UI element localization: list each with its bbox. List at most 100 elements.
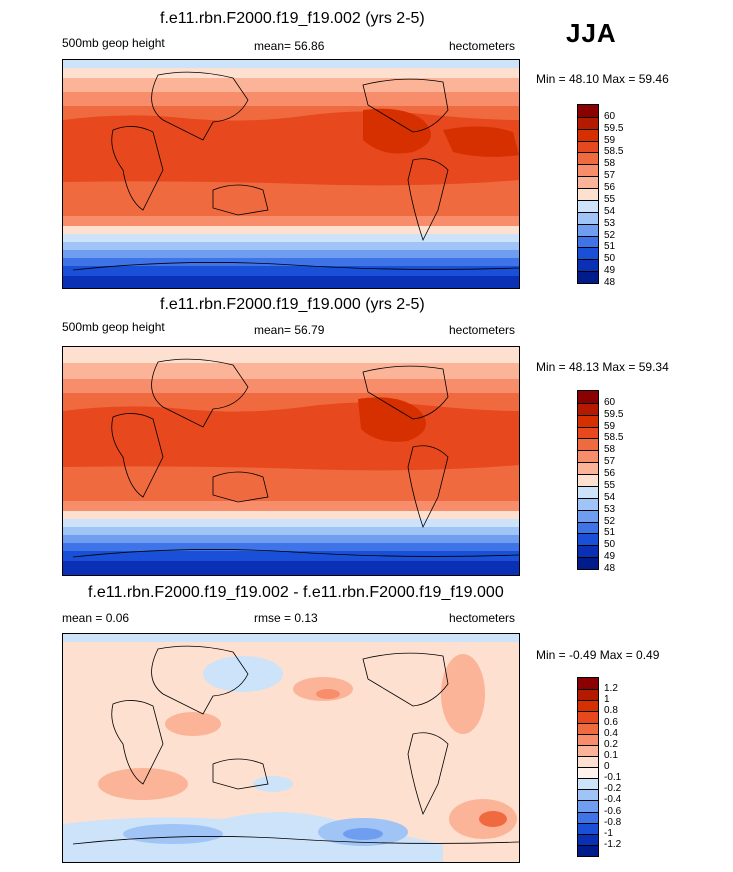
colorbar-swatch <box>578 497 598 510</box>
colorbar-swatch <box>578 485 598 498</box>
colorbar-swatch <box>578 733 598 745</box>
colorbar-tick-label: 48 <box>604 277 616 288</box>
colorbar-tick-label: 50 <box>604 539 616 551</box>
colorbar-tick-label: 60 <box>604 110 616 122</box>
colorbar-tick-label: 54 <box>604 491 616 503</box>
panel-2-minmax: Min = 48.13 Max = 59.34 <box>536 360 669 374</box>
colorbar-tick-label: 0.4 <box>604 727 618 739</box>
colorbar-swatch <box>578 259 598 272</box>
colorbar-swatch <box>578 438 598 451</box>
colorbar-swatch <box>578 822 598 834</box>
colorbar-swatch <box>578 755 598 767</box>
colorbar-tick-label: -0.1 <box>604 772 622 784</box>
colorbar-swatch <box>578 744 598 756</box>
colorbar-tick-label: 51 <box>604 241 616 253</box>
colorbar-swatch <box>578 833 598 845</box>
panel-1-variable-label: 500mb geop height <box>62 36 165 50</box>
panel-3-map <box>62 633 520 863</box>
colorbar-swatch <box>578 426 598 439</box>
panel-1-mean: mean= 56.86 <box>254 39 325 53</box>
colorbar-tick-label: 59.5 <box>604 122 624 134</box>
colorbar-swatch <box>578 778 598 790</box>
panel-1-title: f.e11.rbn.F2000.f19_f19.002 (yrs 2-5) <box>160 10 425 27</box>
colorbar-swatch <box>578 545 598 558</box>
colorbar-swatch <box>578 402 598 415</box>
panel-2-units: hectometers <box>449 323 516 337</box>
colorbar-swatch <box>578 247 598 260</box>
colorbar-tick-label: 56 <box>604 182 616 194</box>
colorbar-swatch <box>578 116 598 129</box>
colorbar-tick-label: -0.2 <box>604 783 622 795</box>
colorbar-swatch <box>578 462 598 475</box>
colorbar-tick-label: 57 <box>604 456 616 468</box>
colorbar-swatch <box>578 223 598 236</box>
panel-2-colorbar: 60 59.5 59 58.5 58 57 56 55 54 53 52 51 50 49 48 <box>577 390 623 574</box>
colorbar-swatch <box>578 188 598 200</box>
colorbar-tick-label: 55 <box>604 193 616 205</box>
colorbar-swatch <box>578 152 598 165</box>
colorbar-tick-label: 0.2 <box>604 738 618 750</box>
colorbar-swatch <box>578 678 598 690</box>
colorbar-tick-label: 0 <box>604 761 610 772</box>
colorbar-swatch <box>578 211 598 224</box>
colorbar-tick-label: 58.5 <box>604 432 624 444</box>
colorbar-tick-label: 49 <box>604 265 616 277</box>
colorbar-tick-label: 0.6 <box>604 716 618 728</box>
colorbar-swatch <box>578 509 598 522</box>
panel-2-mean: mean= 56.79 <box>254 323 325 337</box>
colorbar-tick-label: 0.1 <box>604 749 618 761</box>
colorbar-tick-label: 59 <box>604 134 616 146</box>
colorbar-swatch <box>578 722 598 734</box>
colorbar-swatch <box>578 700 598 712</box>
colorbar-swatch <box>578 521 598 534</box>
colorbar-swatch <box>578 105 598 117</box>
panel-3-title: f.e11.rbn.F2000.f19_f19.002 - f.e11.rbn.… <box>88 584 504 601</box>
colorbar-tick-label: 52 <box>604 515 616 527</box>
panel-2-title: f.e11.rbn.F2000.f19_f19.000 (yrs 2-5) <box>160 296 425 313</box>
colorbar-swatch <box>578 711 598 723</box>
colorbar-tick-label: -0.6 <box>604 805 622 817</box>
colorbar-tick-label: -0.8 <box>604 816 622 828</box>
colorbar-tick-label: 1.2 <box>604 683 618 695</box>
panel-3-minmax: Min = -0.49 Max = 0.49 <box>536 648 660 662</box>
colorbar-swatch <box>578 557 598 569</box>
colorbar-tick-label: 58 <box>604 444 616 456</box>
panel-3-rmse: rmse = 0.13 <box>254 611 318 625</box>
colorbar-tick-label: 58.5 <box>604 146 624 158</box>
panel-3-mean: mean = 0.06 <box>62 611 130 625</box>
colorbar-swatch <box>578 474 598 486</box>
panel-2-map <box>62 346 520 576</box>
colorbar-tick-label: 60 <box>604 396 616 408</box>
panel-1-units: hectometers <box>449 39 516 53</box>
colorbar-tick-label: 48 <box>604 563 616 574</box>
colorbar-tick-label: 0.8 <box>604 705 618 717</box>
colorbar-swatch <box>578 235 598 248</box>
panel-1-map <box>62 59 520 289</box>
colorbar-tick-label: -1.2 <box>604 838 622 850</box>
panel-3-colorbar: 1.2 1 0.8 0.6 0.4 0.2 0.1 0 -0.1 -0.2 -0.4 -0.6 -0.8… <box>577 677 621 857</box>
colorbar-tick-label: 56 <box>604 468 616 480</box>
colorbar-swatch <box>578 811 598 823</box>
colorbar-tick-label: 59 <box>604 420 616 432</box>
colorbar-swatch <box>578 789 598 801</box>
colorbar-swatch <box>578 140 598 153</box>
colorbar-tick-label: 58 <box>604 158 616 170</box>
colorbar-tick-label: 57 <box>604 170 616 182</box>
colorbar-tick-label: 1 <box>604 694 610 706</box>
colorbar-tick-label: 54 <box>604 205 616 217</box>
colorbar-swatch <box>578 199 598 212</box>
colorbar-tick-label: 53 <box>604 217 616 229</box>
colorbar-swatch <box>578 176 598 189</box>
panel-3-units: hectometers <box>449 611 516 625</box>
colorbar-tick-label: 53 <box>604 503 616 515</box>
colorbar-swatch <box>578 271 598 283</box>
colorbar-swatch <box>578 844 598 856</box>
colorbar-swatch <box>578 450 598 463</box>
panel-1-colorbar: 60 59.5 59 58.5 58 57 56 55 54 53 52 51 50 49 48 <box>577 104 623 288</box>
colorbar-swatch <box>578 164 598 177</box>
colorbar-tick-label: 49 <box>604 551 616 563</box>
colorbar-tick-label: 55 <box>604 479 616 491</box>
season-label: JJA <box>566 18 617 48</box>
colorbar-swatch <box>578 391 598 403</box>
colorbar-swatch <box>578 767 598 779</box>
